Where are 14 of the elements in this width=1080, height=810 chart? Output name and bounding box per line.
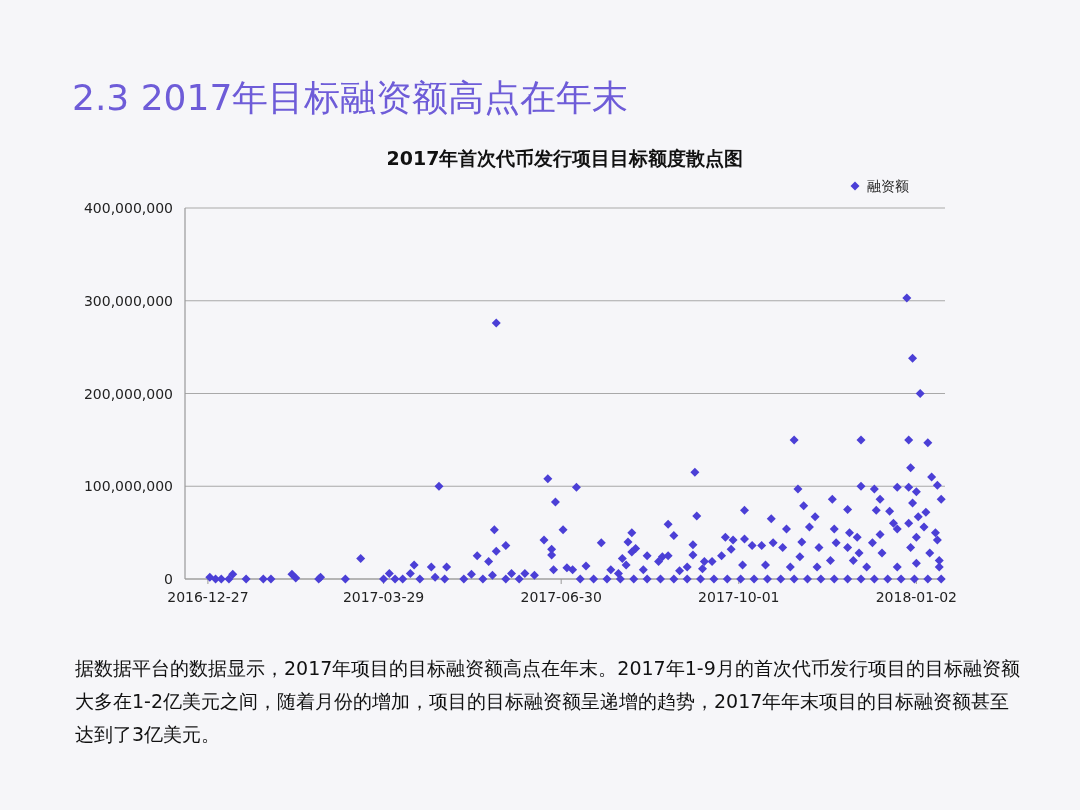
legend-label: 融资额	[867, 178, 909, 194]
x-tick-label: 2017-10-01	[698, 589, 780, 605]
text: 据数据平台的数据显示，2017年项目的目标融资额高点在年末。2017年1-9月的首次代币发行项目的目标融资额大多在1-2亿美元之间，随着月份的增加，项目的目标融资额呈递增的趋势，2017年年末项目的目标融资额甚至达到了3亿美元。	[75, 656, 1020, 747]
x-tick-label: 2017-06-30	[520, 589, 602, 605]
y-tick-label: 300,000,000	[83, 292, 173, 309]
chart-subtitle: 2017年首次代币发行项目目标额度散点图	[386, 147, 744, 169]
y-tick-label: 100,000,000	[83, 478, 173, 495]
y-tick-label: 200,000,000	[83, 385, 173, 402]
x-tick-label: 2016-12-27	[167, 589, 249, 605]
y-tick-label: 400,000,000	[83, 200, 173, 216]
x-tick-label: 2017-03-29	[342, 589, 425, 605]
x-tick-label: 2018-01-02	[875, 589, 958, 605]
chart-title: 2.3 2017年目标融资额高点在年末	[72, 76, 629, 120]
y-tick-label: 0	[164, 571, 173, 587]
